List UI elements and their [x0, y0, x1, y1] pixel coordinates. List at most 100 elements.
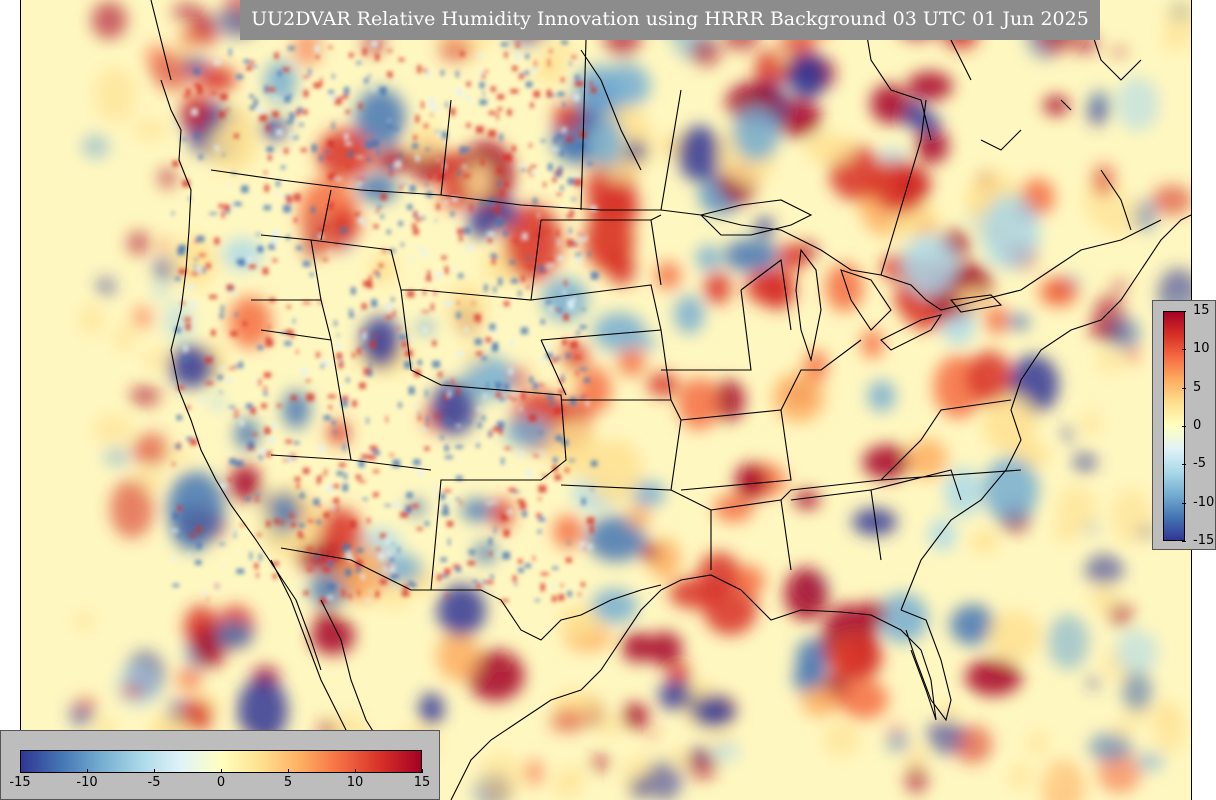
bottom-colorbar-tick-label: -5 [147, 775, 161, 790]
innovation-speckle-cell [244, 497, 251, 501]
innovation-speckle-cell [334, 96, 342, 105]
innovation-blob [438, 38, 473, 62]
innovation-speckle-cell [416, 217, 421, 222]
innovation-speckle-cell [318, 234, 324, 239]
innovation-speckle-cell [463, 227, 471, 234]
innovation-speckle-cell [325, 54, 329, 57]
innovation-speckle-cell [172, 462, 176, 466]
innovation-speckle-cell [413, 228, 419, 235]
innovation-blob [464, 161, 492, 200]
innovation-speckle-cell [531, 68, 538, 74]
innovation-blob [360, 316, 401, 368]
innovation-speckle-cell [319, 475, 323, 478]
innovation-speckle-cell [178, 532, 181, 538]
innovation-speckle-cell [496, 217, 504, 223]
innovation-blob [153, 257, 176, 282]
innovation-speckle-cell [567, 541, 571, 545]
innovation-speckle-cell [499, 133, 503, 141]
innovation-speckle-cell [334, 320, 337, 326]
innovation-speckle-cell [265, 339, 274, 347]
innovation-speckle-cell [190, 438, 198, 446]
innovation-blob [76, 697, 97, 710]
innovation-blob [153, 281, 169, 301]
innovation-speckle-cell [590, 271, 599, 280]
atlantic-coastline [900, 214, 1191, 611]
innovation-speckle-cell [528, 167, 531, 174]
innovation-blob [587, 515, 646, 562]
innovation-speckle-cell [439, 493, 444, 500]
innovation-speckle-cell [578, 592, 581, 596]
innovation-speckle-cell [358, 181, 361, 188]
innovation-speckle-cell [557, 255, 565, 261]
innovation-speckle-cell [535, 230, 542, 238]
innovation-speckle-cell [327, 554, 335, 562]
innovation-blob [981, 195, 1040, 270]
innovation-speckle-cell [403, 183, 407, 186]
innovation-speckle-cell [441, 255, 447, 260]
innovation-speckle-cell [373, 469, 379, 473]
innovation-blob [408, 125, 444, 158]
innovation-speckle-cell [258, 378, 261, 386]
innovation-blob [1082, 410, 1102, 437]
innovation-speckle-cell [272, 561, 280, 566]
innovation-speckle-cell [481, 356, 488, 361]
innovation-speckle-cell [301, 491, 304, 498]
innovation-speckle-cell [362, 497, 368, 501]
innovation-speckle-cell [268, 244, 275, 250]
innovation-speckle-cell [398, 221, 403, 226]
innovation-blob [523, 759, 545, 786]
innovation-speckle-cell [518, 290, 522, 297]
innovation-speckle-cell [380, 533, 386, 539]
innovation-blob [1112, 281, 1129, 292]
innovation-speckle-cell [428, 97, 435, 105]
innovation-speckle-cell [406, 492, 413, 499]
innovation-speckle-cell [328, 204, 333, 211]
innovation-blob [1073, 451, 1097, 474]
innovation-speckle-cell [314, 234, 317, 237]
innovation-speckle-cell [371, 86, 375, 91]
innovation-speckle-cell [417, 65, 422, 74]
innovation-speckle-cell [485, 337, 491, 343]
innovation-speckle-cell [358, 185, 365, 189]
innovation-speckle-cell [266, 520, 271, 527]
innovation-speckle-cell [196, 542, 202, 550]
innovation-blob [78, 304, 104, 336]
innovation-blob [92, 414, 134, 445]
innovation-blob [1047, 614, 1090, 670]
innovation-speckle-cell [459, 501, 463, 505]
gulf-coastline [660, 574, 937, 721]
innovation-speckle-cell [587, 544, 591, 550]
innovation-speckle-cell [545, 352, 553, 359]
innovation-blob [133, 119, 168, 141]
innovation-blob [1091, 164, 1116, 197]
innovation-speckle-cell [490, 253, 497, 257]
innovation-blob [732, 105, 780, 162]
innovation-speckle-cell [465, 96, 472, 101]
innovation-speckle-cell [556, 133, 564, 139]
innovation-speckle-cell [236, 74, 244, 80]
innovation-speckle-cell [456, 424, 461, 428]
innovation-speckle-cell [198, 154, 203, 160]
innovation-speckle-cell [387, 563, 390, 570]
innovation-speckle-cell [424, 68, 428, 74]
innovation-speckle-cell [469, 553, 475, 556]
innovation-speckle-cell [340, 227, 347, 233]
innovation-speckle-cell [358, 480, 366, 483]
innovation-speckle-cell [249, 94, 254, 99]
innovation-speckle-cell [475, 126, 484, 134]
innovation-speckle-cell [235, 312, 238, 317]
innovation-speckle-cell [291, 332, 295, 338]
innovation-speckle-cell [534, 60, 537, 68]
innovation-speckle-cell [313, 498, 320, 506]
innovation-speckle-cell [559, 149, 564, 157]
innovation-speckle-cell [264, 170, 267, 175]
innovation-speckle-cell [495, 381, 502, 390]
innovation-speckle-cell [399, 184, 403, 190]
innovation-speckle-cell [409, 336, 412, 343]
innovation-speckle-cell [456, 301, 460, 305]
innovation-speckle-cell [537, 529, 542, 534]
innovation-speckle-cell [228, 48, 232, 56]
innovation-speckle-cell [259, 448, 267, 453]
innovation-speckle-cell [576, 331, 580, 335]
innovation-speckle-cell [587, 162, 593, 166]
